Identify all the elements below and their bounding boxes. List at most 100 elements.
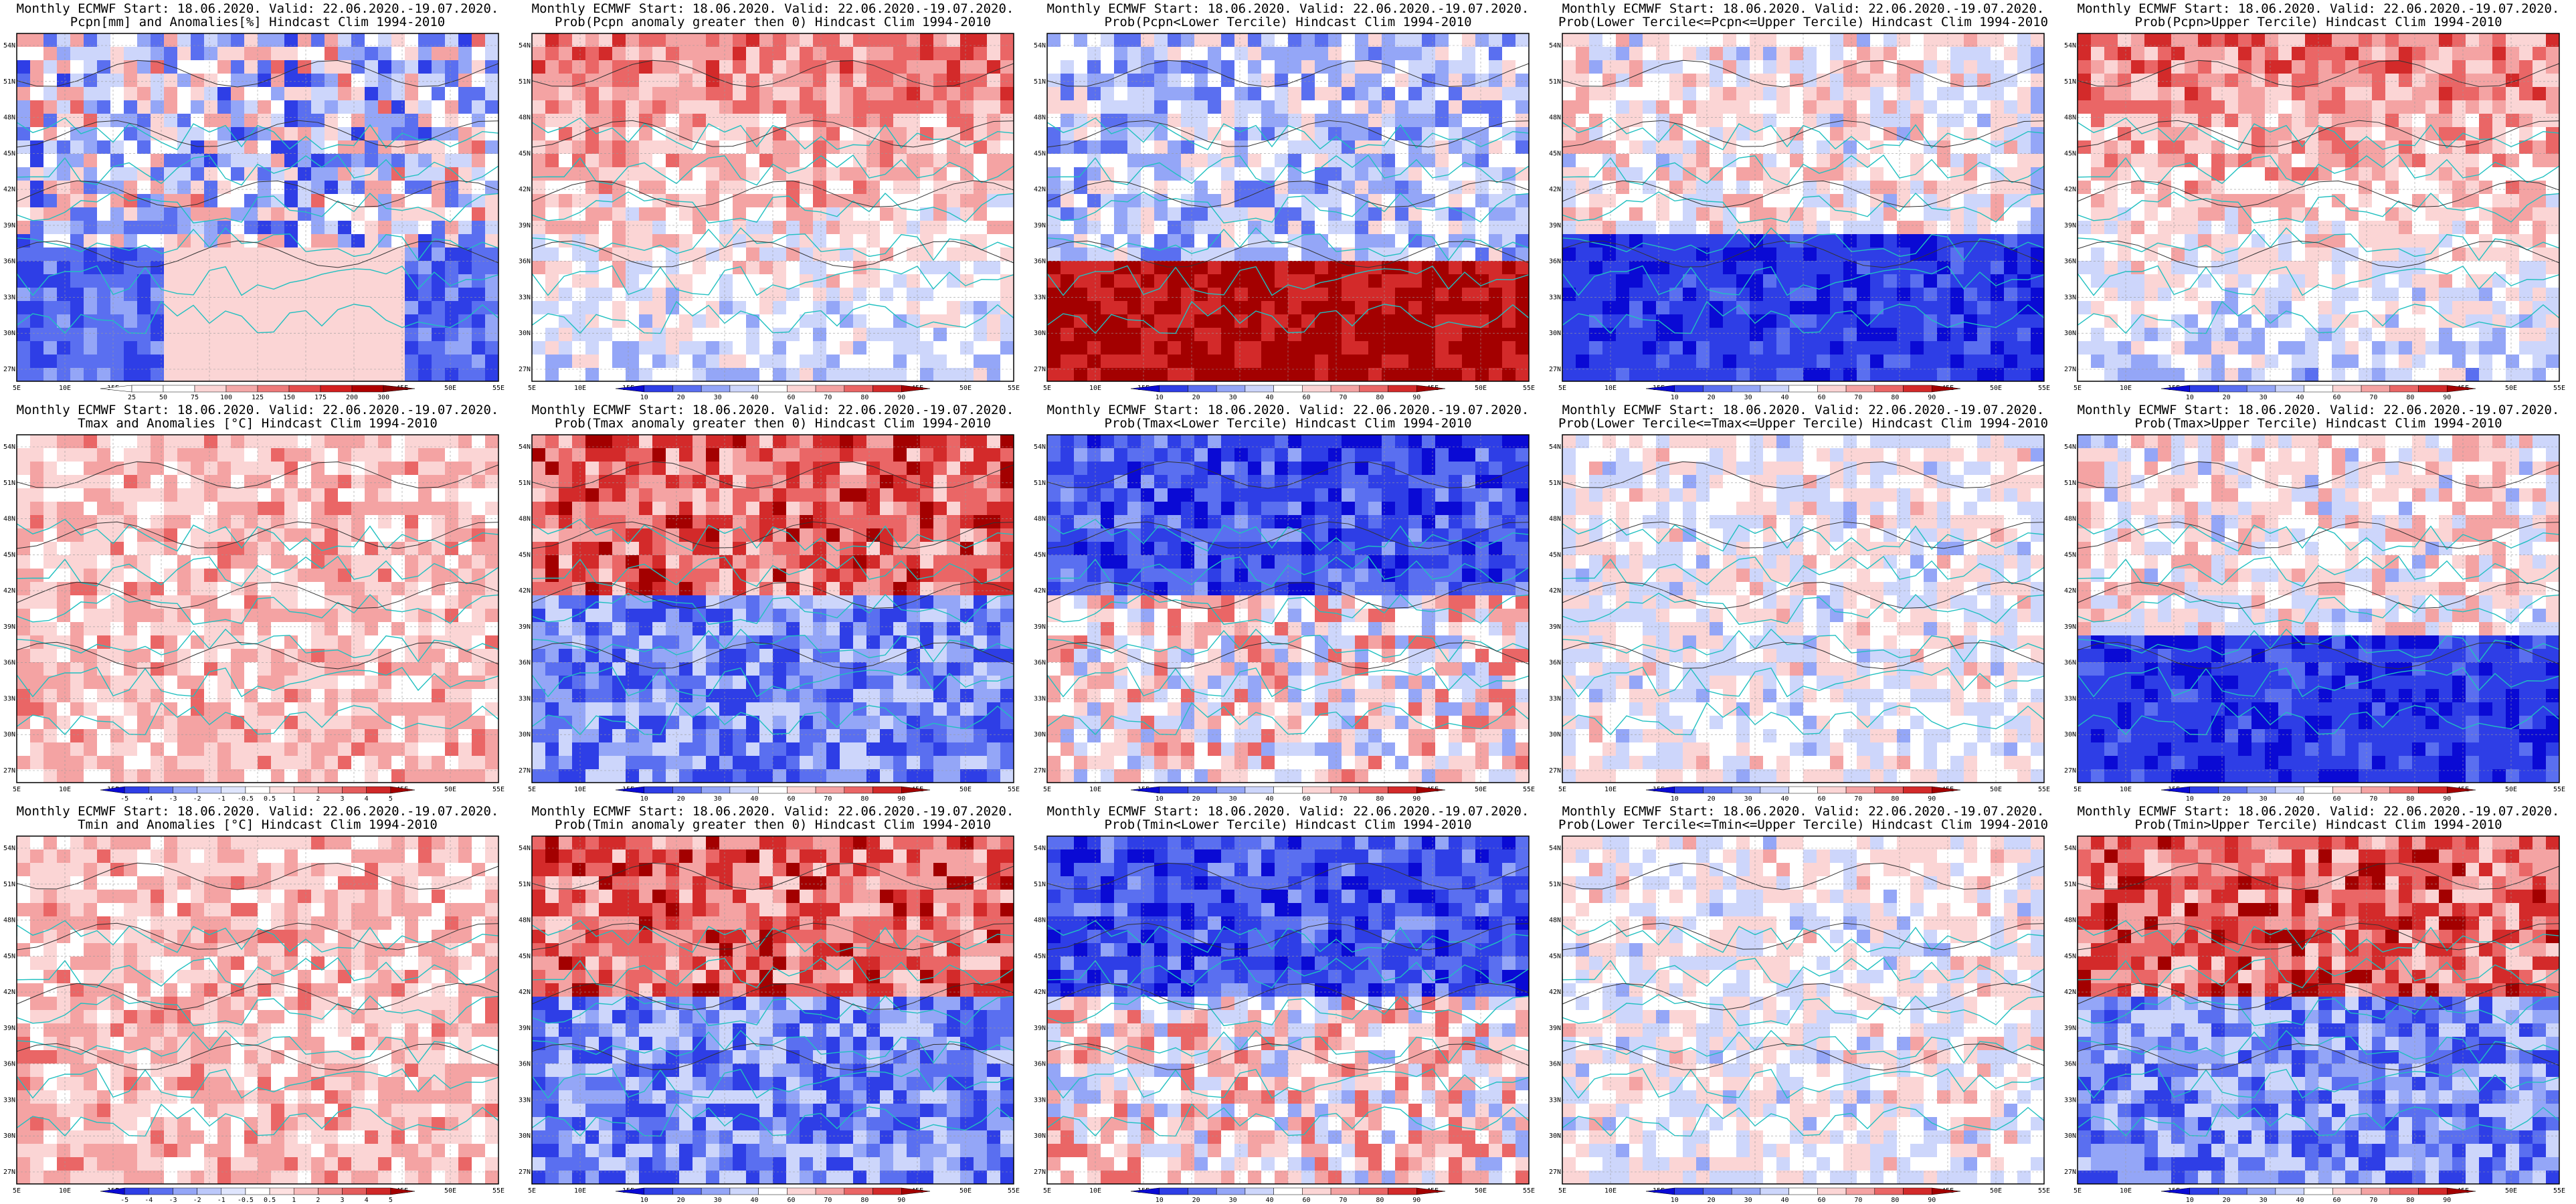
colorbar-label: 30 — [1744, 394, 1752, 401]
latitude-tick-label: 42N — [3, 587, 15, 595]
panel-title-line1: Monthly ECMWF Start: 18.06.2020. Valid: … — [16, 1, 499, 16]
colorbar-swatch — [844, 1187, 873, 1195]
latitude-tick-label: 30N — [1549, 330, 1561, 337]
colorbar-label: 10 — [1671, 394, 1679, 401]
panel-title-line2: Prob(Lower Tercile<=Pcpn<=Upper Tercile)… — [1558, 15, 2049, 29]
colorbar-swatch — [672, 385, 702, 393]
colorbar-label: 20 — [677, 795, 685, 803]
latitude-tick-label: 30N — [2064, 731, 2076, 738]
probability-field — [17, 33, 498, 381]
longitude-tick-label: 10E — [1604, 1187, 1617, 1195]
colorbar-swatch — [131, 385, 164, 393]
latitude-tick-label: 27N — [519, 767, 531, 775]
colorbar-label: 60 — [787, 394, 795, 401]
colorbar-swatch — [1932, 786, 1961, 794]
latitude-tick-label: 39N — [2064, 1025, 2076, 1032]
latitude-tick-label: 42N — [2064, 989, 2076, 996]
latitude-tick-label: 45N — [519, 551, 531, 559]
latitude-tick-label: 27N — [3, 366, 15, 373]
forecast-panel: Monthly ECMWF Start: 18.06.2020. Valid: … — [2061, 401, 2576, 803]
colorbar-swatch — [1273, 786, 1303, 794]
colorbar-label: -5 — [120, 1197, 128, 1204]
colorbar-label: 40 — [2296, 795, 2304, 803]
probability-field — [17, 435, 498, 783]
colorbar-swatch — [2246, 385, 2276, 393]
colorbar-swatch — [1273, 1187, 1303, 1195]
latitude-tick-label: 33N — [1034, 294, 1046, 301]
probability-field — [1562, 435, 2044, 783]
colorbar-label: 10 — [2186, 394, 2194, 401]
colorbar-swatch — [1245, 1187, 1274, 1195]
longitude-tick-label: 5E — [1558, 786, 1566, 793]
latitude-tick-label: 42N — [1034, 186, 1046, 193]
latitude-tick-label: 51N — [519, 78, 531, 86]
colorbar-swatch — [2332, 1187, 2362, 1195]
colorbar-swatch — [1159, 385, 1188, 393]
latitude-tick-label: 51N — [3, 881, 15, 888]
longitude-tick-label: 55E — [1008, 385, 1020, 392]
latitude-tick-label: 36N — [519, 660, 531, 667]
forecast-panel: Monthly ECMWF Start: 18.06.2020. Valid: … — [515, 803, 1030, 1204]
longitude-tick-label: 5E — [1043, 385, 1051, 392]
coastline — [2078, 518, 2559, 736]
forecast-panel: Monthly ECMWF Start: 18.06.2020. Valid: … — [1546, 0, 2061, 401]
colorbar-swatch — [342, 1187, 367, 1195]
colorbar-swatch — [1788, 385, 1818, 393]
colorbar-swatch — [901, 1187, 931, 1195]
coastline — [532, 518, 1014, 736]
colorbar-swatch — [1245, 385, 1274, 393]
colorbar-swatch — [1932, 1187, 1961, 1195]
colorbar-swatch — [758, 786, 788, 794]
contour-lines — [1562, 461, 2044, 670]
colorbar-label: 100 — [220, 394, 232, 401]
colorbar-swatch — [1845, 786, 1875, 794]
colorbar-label: 90 — [897, 1197, 905, 1204]
latitude-tick-label: 39N — [1034, 222, 1046, 229]
latitude-tick-label: 54N — [3, 443, 15, 451]
colorbar-swatch — [1216, 385, 1246, 393]
gridlines — [2077, 435, 2560, 783]
colorbar-label: 80 — [2406, 394, 2414, 401]
colorbar-swatch — [1817, 1187, 1847, 1195]
contour-lines — [532, 60, 1014, 268]
longitude-tick-label: 50E — [959, 786, 972, 793]
longitude-tick-label: 55E — [2553, 385, 2565, 392]
latitude-tick-label: 51N — [519, 881, 531, 888]
latitude-tick-label: 48N — [3, 516, 15, 523]
longitude-tick-label: 10E — [574, 1187, 586, 1195]
longitude-tick-label: 10E — [59, 385, 71, 392]
colorbar-swatch — [844, 786, 873, 794]
latitude-tick-label: 27N — [3, 1169, 15, 1176]
longitude-tick-label: 10E — [574, 786, 586, 793]
gridlines — [1562, 435, 2045, 783]
panel-title-line1: Monthly ECMWF Start: 18.06.2020. Valid: … — [16, 403, 499, 417]
colorbar-swatch — [1388, 1187, 1417, 1195]
coastline — [1562, 117, 2044, 334]
colorbar-label: 70 — [1339, 795, 1347, 803]
forecast-map: 5E10E15E20E25E30E35E40E45E50E55E54N51N48… — [1034, 835, 1535, 1195]
coastline — [17, 518, 498, 736]
latitude-tick-label: 54N — [2064, 845, 2076, 852]
colorbar-swatch — [390, 786, 416, 794]
colorbar-swatch — [221, 786, 246, 794]
map-frame — [531, 835, 1014, 1185]
colorbar-label: 30 — [1744, 795, 1752, 803]
colorbar-label: 90 — [1928, 1197, 1936, 1204]
latitude-tick-label: 48N — [2064, 516, 2076, 523]
latitude-tick-label: 39N — [1034, 1025, 1046, 1032]
latitude-tick-label: 27N — [1549, 767, 1561, 775]
colorbar-swatch — [194, 385, 227, 393]
colorbar-swatch — [701, 385, 731, 393]
colorbar-swatch — [1903, 1187, 1932, 1195]
longitude-tick-label: 50E — [444, 786, 456, 793]
gridlines — [1562, 33, 2045, 381]
colorbar-swatch — [318, 1187, 343, 1195]
contour-lines — [1562, 60, 2044, 268]
colorbar-swatch — [1359, 385, 1388, 393]
colorbar-label: 30 — [2260, 795, 2268, 803]
latitude-tick-label: 30N — [3, 731, 15, 738]
longitude-tick-label: 55E — [492, 1187, 504, 1195]
latitude-tick-label: 51N — [3, 78, 15, 86]
colorbar-swatch — [2246, 1187, 2276, 1195]
forecast-panel: Monthly ECMWF Start: 18.06.2020. Valid: … — [0, 401, 515, 803]
